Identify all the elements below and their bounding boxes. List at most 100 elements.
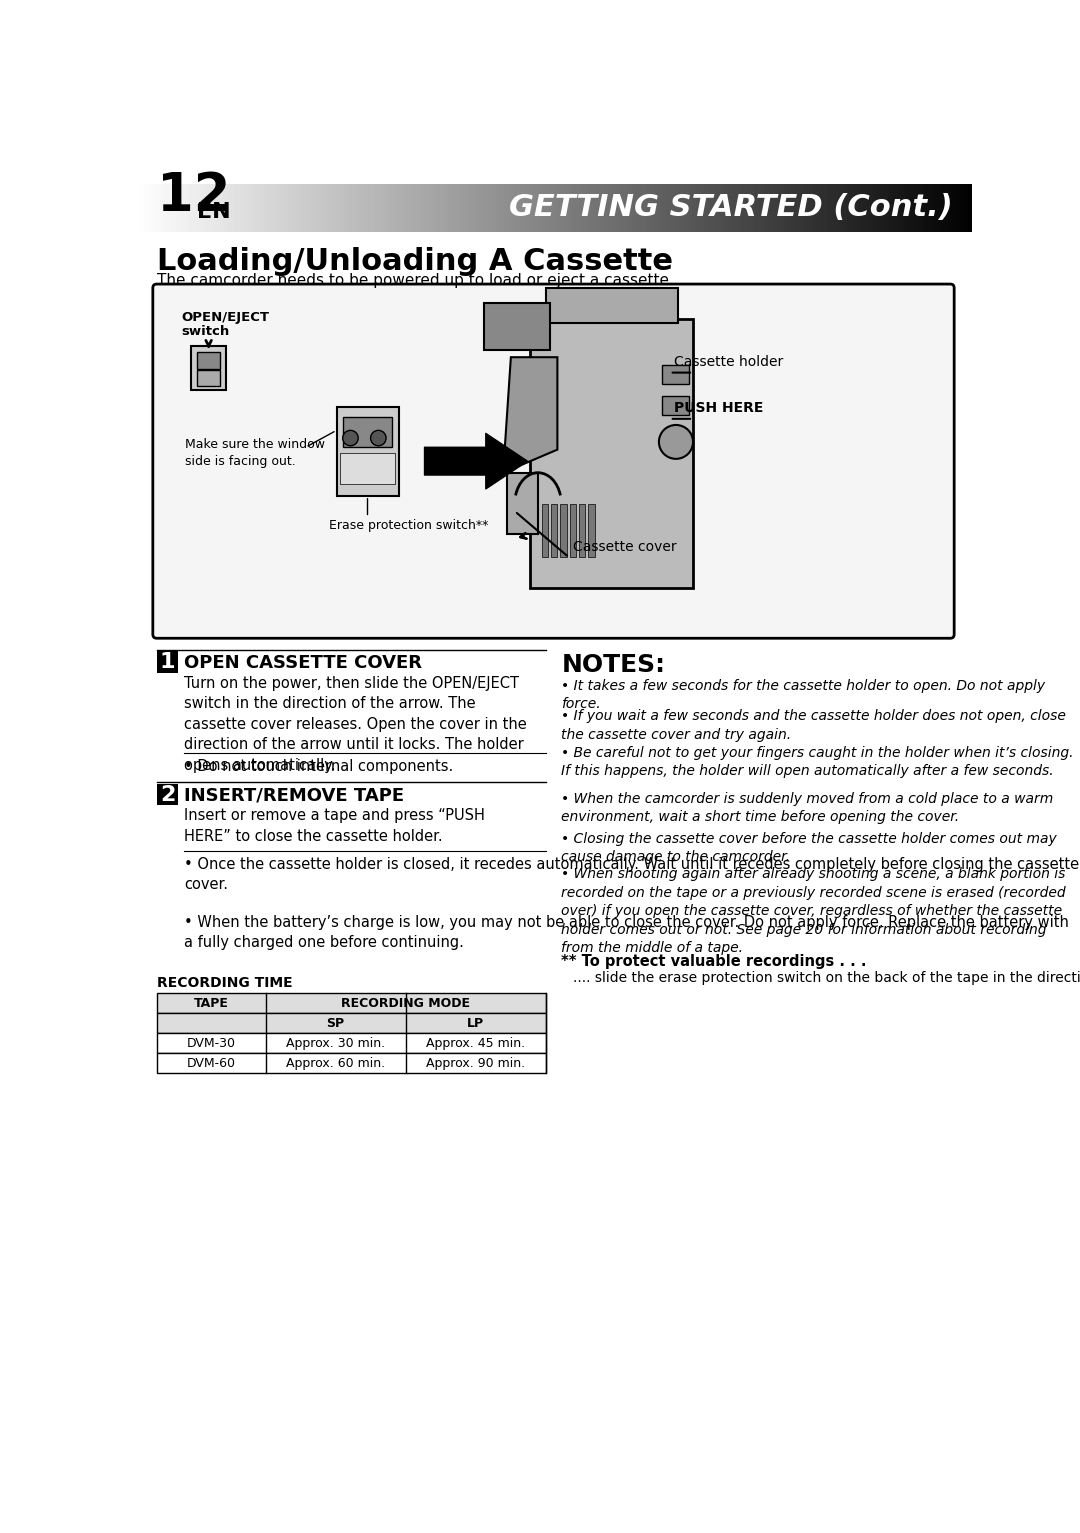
Bar — [566, 184, 571, 231]
Bar — [222, 184, 228, 231]
Bar — [863, 184, 868, 231]
Bar — [545, 184, 550, 231]
Bar — [792, 184, 797, 231]
Bar — [872, 184, 877, 231]
Bar — [202, 184, 207, 231]
Bar — [278, 184, 282, 231]
Bar — [273, 184, 278, 231]
Text: NOTES:: NOTES: — [562, 653, 665, 678]
Text: Approx. 30 min.: Approx. 30 min. — [286, 1036, 386, 1050]
Text: switch: switch — [181, 325, 230, 337]
Bar — [829, 184, 835, 231]
Bar — [684, 184, 688, 231]
Bar — [650, 184, 654, 231]
Bar — [193, 184, 199, 231]
Bar — [332, 184, 337, 231]
Bar — [818, 184, 822, 231]
Text: 2: 2 — [160, 785, 175, 805]
Bar — [428, 184, 433, 231]
Bar — [968, 184, 973, 231]
Bar — [646, 184, 650, 231]
Bar — [537, 184, 542, 231]
Bar — [696, 184, 701, 231]
Bar — [197, 351, 220, 369]
Bar — [561, 503, 567, 558]
Bar — [298, 184, 303, 231]
Bar — [227, 184, 232, 231]
Bar — [419, 184, 424, 231]
Text: DVM-30: DVM-30 — [187, 1036, 235, 1050]
Bar — [620, 184, 625, 231]
Bar — [521, 184, 525, 231]
Bar — [905, 184, 910, 231]
Bar — [771, 184, 777, 231]
Text: RECORDING MODE: RECORDING MODE — [341, 996, 470, 1010]
Bar — [708, 184, 713, 231]
Bar — [139, 184, 144, 231]
Circle shape — [342, 431, 359, 446]
Text: GETTING STARTED (Cont.): GETTING STARTED (Cont.) — [509, 193, 953, 222]
Bar — [269, 184, 274, 231]
Bar — [323, 184, 328, 231]
Bar — [914, 184, 918, 231]
Bar — [738, 184, 743, 231]
Text: ** To protect valuable recordings . . .: ** To protect valuable recordings . . . — [562, 955, 867, 969]
Bar — [411, 184, 416, 231]
Bar — [231, 184, 237, 231]
Bar — [662, 365, 689, 385]
Text: Approx. 90 min.: Approx. 90 min. — [427, 1056, 525, 1070]
Bar — [758, 184, 764, 231]
Bar — [340, 184, 345, 231]
Bar — [197, 371, 220, 386]
Bar — [144, 184, 148, 231]
Bar — [918, 184, 922, 231]
Text: 12: 12 — [157, 170, 230, 222]
Bar — [679, 184, 684, 231]
Bar — [704, 184, 710, 231]
Text: OPEN/EJECT: OPEN/EJECT — [181, 311, 270, 323]
Bar — [579, 184, 583, 231]
Text: SP: SP — [326, 1016, 345, 1030]
Bar — [637, 184, 643, 231]
Bar — [320, 184, 324, 231]
Bar — [157, 1033, 545, 1053]
Bar — [589, 503, 595, 558]
Bar — [956, 184, 960, 231]
Bar — [557, 184, 563, 231]
Bar — [403, 184, 408, 231]
Bar — [382, 184, 387, 231]
Bar — [825, 184, 831, 231]
Bar — [256, 184, 261, 231]
Bar — [181, 184, 186, 231]
Bar — [725, 184, 730, 231]
Bar — [508, 184, 512, 231]
Bar — [867, 184, 873, 231]
Bar — [164, 184, 170, 231]
Bar — [885, 184, 889, 231]
Bar — [624, 184, 630, 231]
Bar — [922, 184, 927, 231]
Bar — [805, 184, 810, 231]
Bar — [822, 184, 826, 231]
Bar — [160, 184, 165, 231]
Bar — [554, 184, 558, 231]
Bar — [265, 184, 270, 231]
Bar — [876, 184, 880, 231]
Bar — [311, 184, 315, 231]
Bar — [729, 184, 734, 231]
Bar — [157, 1013, 545, 1033]
Bar — [943, 184, 947, 231]
Bar — [834, 184, 839, 231]
Bar — [588, 184, 592, 231]
Text: Approx. 60 min.: Approx. 60 min. — [286, 1056, 386, 1070]
Bar — [474, 184, 478, 231]
Bar — [947, 184, 951, 231]
Bar — [775, 184, 780, 231]
Text: Turn on the power, then slide the OPEN/EJECT
switch in the direction of the arro: Turn on the power, then slide the OPEN/E… — [184, 676, 527, 773]
Text: • Be careful not to get your fingers caught in the holder when it’s closing. If : • Be careful not to get your fingers cau… — [562, 747, 1074, 779]
Bar — [524, 184, 529, 231]
Bar — [173, 184, 177, 231]
Bar — [742, 184, 746, 231]
Bar — [244, 184, 248, 231]
Bar — [285, 184, 291, 231]
